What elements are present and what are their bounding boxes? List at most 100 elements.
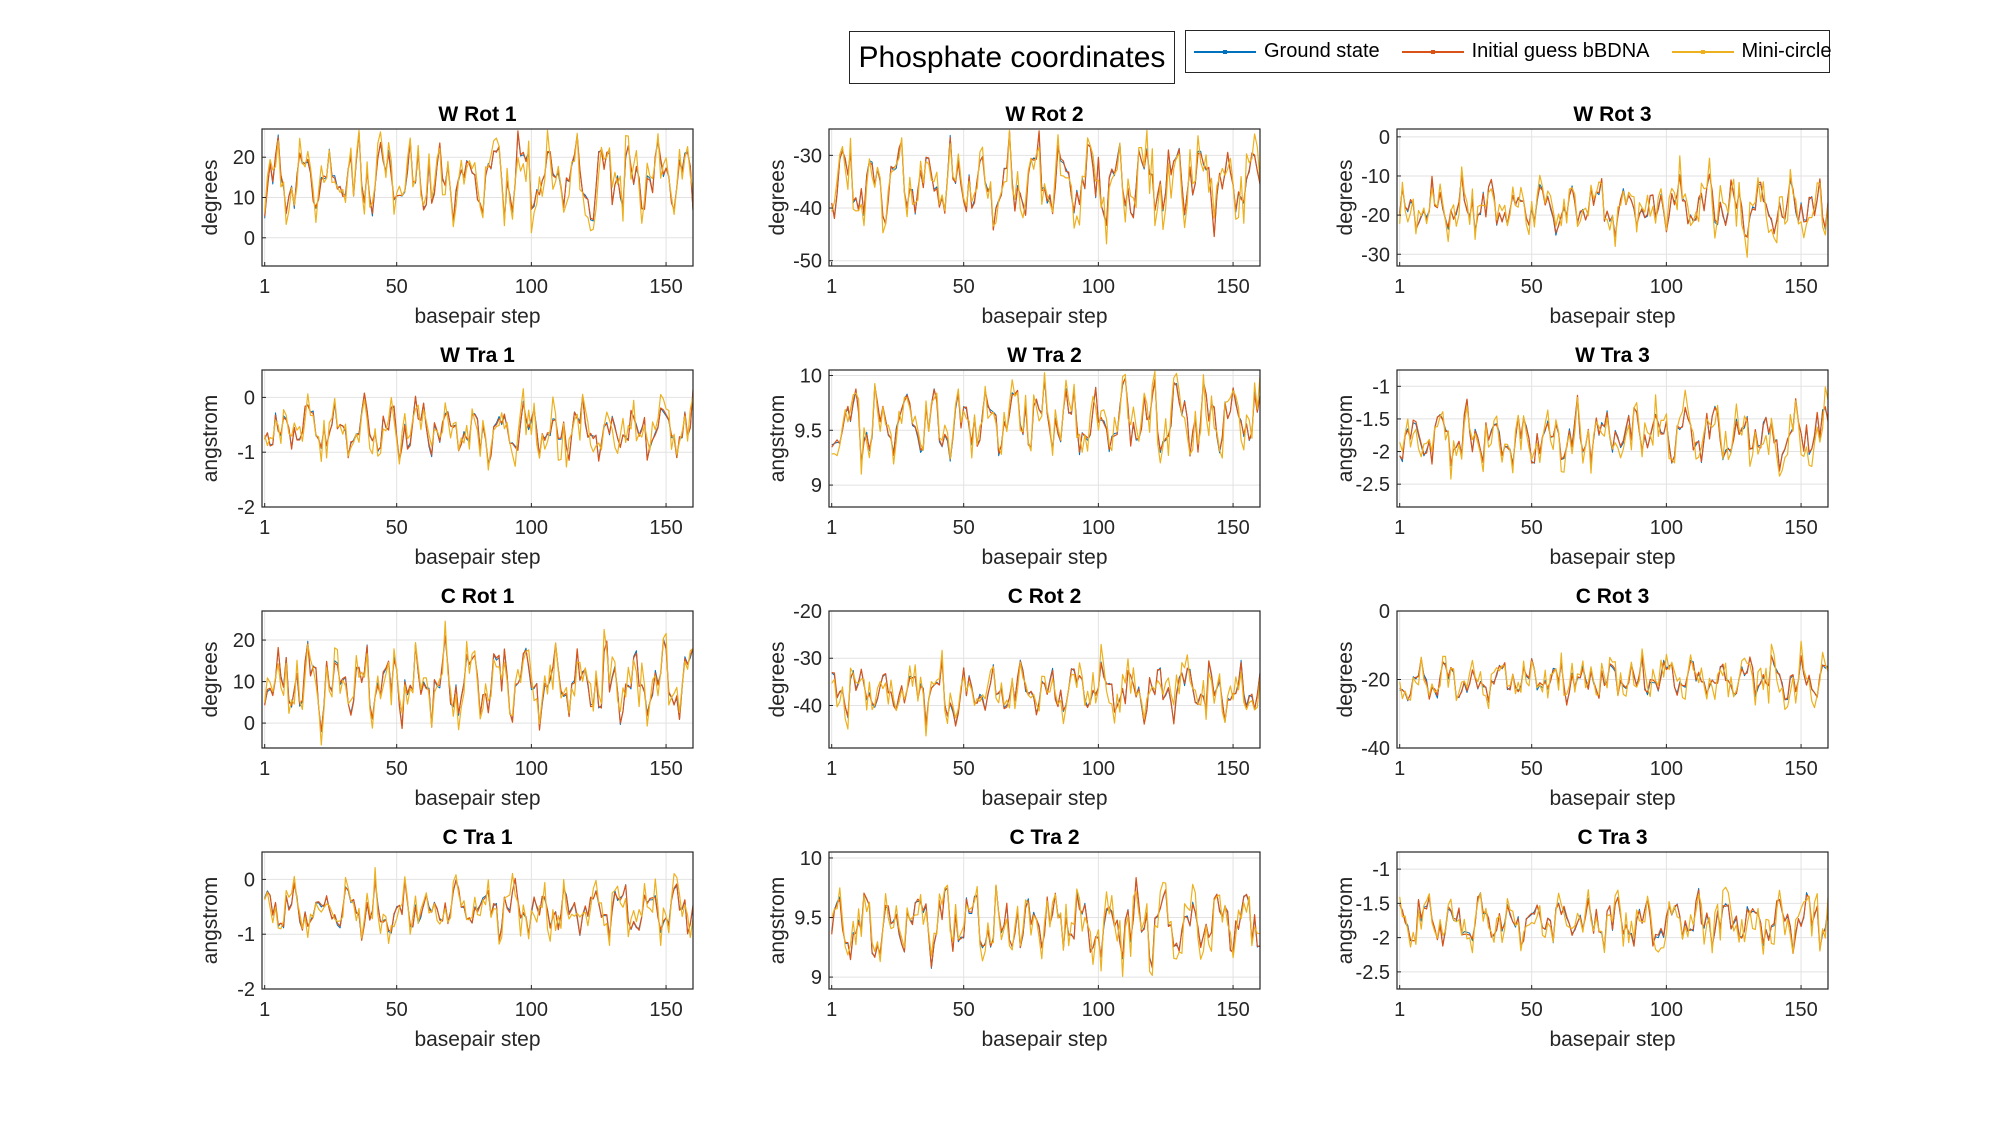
x-tick-label: 1 — [259, 276, 270, 298]
axes-background — [829, 370, 1260, 507]
y-axis-label: angstrom — [199, 877, 222, 965]
y-tick-label: -50 — [793, 251, 822, 273]
y-tick-label: 20 — [233, 147, 255, 169]
axes-box — [828, 610, 1261, 749]
legend-item-initial-guess: Initial guess bBDNA — [1401, 40, 1650, 63]
series-line-mini-circle — [264, 129, 694, 234]
x-tick-label: 150 — [1216, 517, 1249, 539]
y-tick-label: 0 — [1379, 127, 1390, 149]
y-tick-label: 10 — [233, 672, 255, 694]
axes-box — [261, 369, 694, 508]
x-tick-label: 150 — [1784, 276, 1817, 298]
x-tick-label: 150 — [1216, 758, 1249, 780]
x-tick-label: 100 — [1650, 276, 1683, 298]
x-tick-label: 50 — [953, 758, 975, 780]
x-tick-label: 50 — [386, 517, 408, 539]
subplot-title: W Tra 2 — [1007, 344, 1082, 367]
y-axis-label: angstrom — [1334, 877, 1357, 965]
x-tick-label: 50 — [1521, 758, 1543, 780]
x-tick-label: 50 — [953, 517, 975, 539]
y-tick-label: 9 — [811, 475, 822, 497]
legend-label: Ground state — [1264, 40, 1380, 62]
y-tick-label: -2 — [1372, 928, 1390, 950]
y-axis-label: degrees — [199, 160, 222, 236]
x-tick-label: 50 — [1521, 999, 1543, 1021]
x-axis-label: basepair step — [1549, 546, 1675, 569]
series-line-initial-guess-bbdna — [264, 877, 694, 943]
subplot-title: C Tra 2 — [1009, 826, 1079, 849]
series-line-mini-circle — [264, 388, 694, 471]
axes-box — [828, 369, 1261, 508]
y-tick-label: -2 — [1372, 442, 1390, 464]
y-tick-label: -1.5 — [1356, 893, 1390, 915]
y-tick-label: -30 — [793, 648, 822, 670]
x-tick-label: 1 — [1394, 517, 1405, 539]
x-tick-label: 1 — [826, 276, 837, 298]
y-tick-label: 0 — [244, 228, 255, 250]
series-line-mini-circle — [1399, 386, 1829, 480]
x-tick-label: 50 — [386, 758, 408, 780]
y-axis-label: angstrom — [766, 395, 789, 483]
x-tick-label: 100 — [515, 758, 548, 780]
y-tick-label: -1 — [1372, 376, 1390, 398]
x-tick-label: 150 — [649, 517, 682, 539]
axes-box — [1396, 851, 1829, 990]
y-tick-label: 9.5 — [794, 420, 822, 442]
y-tick-label: -40 — [793, 198, 822, 220]
x-tick-label: 150 — [1216, 999, 1249, 1021]
y-axis-label: angstrom — [199, 395, 222, 483]
figure-title-box: Phosphate coordinates — [849, 31, 1175, 84]
y-tick-label: -40 — [1361, 738, 1390, 760]
x-tick-label: 1 — [826, 999, 837, 1021]
x-tick-label: 50 — [1521, 517, 1543, 539]
x-tick-label: 50 — [953, 276, 975, 298]
y-tick-label: 10 — [800, 848, 822, 870]
x-tick-label: 1 — [826, 758, 837, 780]
y-tick-label: -1 — [1372, 859, 1390, 881]
y-axis-label: degrees — [199, 642, 222, 718]
y-tick-label: -20 — [793, 601, 822, 623]
subplot-title: W Rot 1 — [438, 103, 516, 126]
x-tick-label: 1 — [826, 517, 837, 539]
x-tick-label: 1 — [1394, 758, 1405, 780]
x-tick-label: 100 — [1650, 999, 1683, 1021]
y-tick-label: -2.5 — [1356, 474, 1390, 496]
y-axis-label: degrees — [766, 642, 789, 718]
series-line-mini-circle — [1399, 886, 1829, 955]
series-line-initial-guess-bbdna — [1399, 394, 1829, 472]
x-tick-label: 150 — [1784, 758, 1817, 780]
axes-box — [828, 128, 1261, 267]
y-tick-label: 9 — [811, 967, 822, 989]
x-tick-label: 50 — [953, 999, 975, 1021]
x-tick-label: 150 — [649, 276, 682, 298]
series-line-mini-circle — [1399, 640, 1829, 711]
subplot-title: W Tra 3 — [1575, 344, 1650, 367]
subplot-title: W Rot 2 — [1005, 103, 1083, 126]
y-tick-label: 10 — [233, 188, 255, 210]
x-tick-label: 100 — [515, 517, 548, 539]
series-line-mini-circle — [831, 643, 1261, 737]
legend-label: Mini-circle — [1741, 40, 1832, 62]
x-tick-label: 100 — [515, 999, 548, 1021]
x-axis-label: basepair step — [414, 305, 540, 328]
y-tick-label: -40 — [793, 695, 822, 717]
x-axis-label: basepair step — [1549, 787, 1675, 810]
y-tick-label: -20 — [1361, 205, 1390, 227]
subplot-title: C Rot 1 — [441, 585, 515, 608]
series-line-initial-guess-bbdna — [1399, 889, 1829, 955]
x-axis-label: basepair step — [981, 305, 1107, 328]
subplot-title: C Tra 3 — [1577, 826, 1647, 849]
x-axis-label: basepair step — [1549, 305, 1675, 328]
legend-swatch-ground-state — [1194, 49, 1256, 54]
subplot-title: C Rot 2 — [1008, 585, 1082, 608]
x-tick-label: 1 — [259, 517, 270, 539]
y-tick-label: 20 — [233, 630, 255, 652]
axes-box — [261, 851, 694, 990]
